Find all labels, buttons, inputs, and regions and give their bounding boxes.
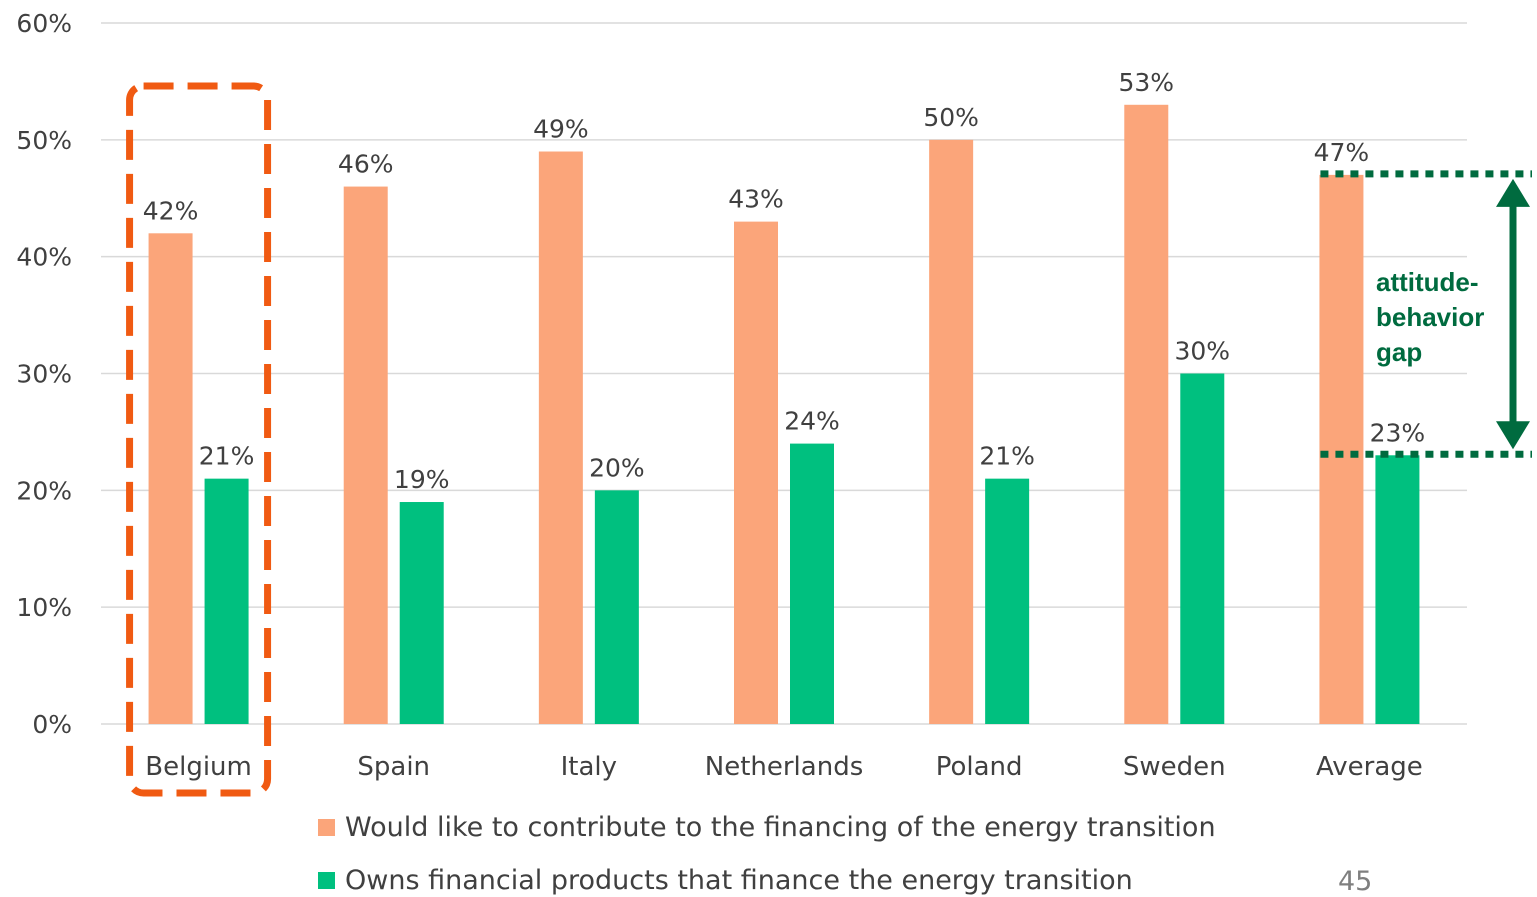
bar: [929, 139, 974, 725]
x-tick-label: Italy: [561, 752, 617, 782]
x-tick-label: Belgium: [145, 752, 252, 782]
data-label: 43%: [728, 185, 784, 214]
y-tick-label: 0%: [32, 710, 72, 739]
data-label: 42%: [143, 196, 199, 225]
data-label: 47%: [1314, 138, 1370, 167]
attitude-behavior-gap-annotation: attitude- behavior gap: [1320, 170, 1532, 458]
bar: [734, 221, 778, 724]
bar: [204, 478, 249, 724]
data-label: 21%: [979, 442, 1035, 471]
y-tick-label: 10%: [16, 593, 72, 622]
data-label: 21%: [199, 442, 255, 471]
bars: 42% 21% 46% 19% 49% 20% 43% 24% 50% 21% 53% 30% 47% 2…: [143, 68, 1426, 725]
y-tick-label: 40%: [16, 243, 72, 272]
x-axis-labels: Belgium Spain Italy Netherlands Poland Sweden…: [145, 752, 1423, 782]
legend-item-series-2: Owns financial products that finance the…: [318, 865, 1133, 896]
bar: [790, 443, 834, 724]
legend-item-series-1: Would like to contribute to the financin…: [318, 812, 1216, 843]
y-tick-label: 60%: [16, 9, 72, 38]
arrow-down-icon: [1496, 421, 1530, 450]
bar: [399, 502, 444, 724]
x-tick-label: Average: [1316, 752, 1423, 782]
data-label: 53%: [1118, 68, 1174, 97]
data-label: 23%: [1370, 418, 1426, 447]
data-label: 46%: [338, 150, 394, 179]
gap-label-line-1: attitude-: [1376, 267, 1479, 297]
x-tick-label: Sweden: [1123, 752, 1226, 782]
data-label: 30%: [1174, 337, 1230, 366]
data-label: 19%: [394, 465, 450, 494]
page-number: 45: [1338, 866, 1373, 897]
bar: [1124, 104, 1169, 725]
legend-swatch-series-2: [318, 872, 335, 889]
legend-label-series-2: Owns financial products that finance the…: [345, 865, 1133, 896]
x-tick-label: Poland: [936, 752, 1023, 782]
gridlines: [101, 22, 1467, 725]
arrow-up-icon: [1496, 178, 1530, 207]
bar: [985, 478, 1030, 724]
bar: [148, 233, 193, 725]
bar: [1319, 174, 1364, 725]
data-label: 20%: [589, 453, 645, 482]
belgium-highlight-box: [126, 82, 272, 797]
data-label: 24%: [784, 407, 840, 436]
bar: [538, 151, 583, 724]
y-tick-label: 50%: [16, 126, 72, 155]
y-tick-label: 20%: [16, 476, 72, 505]
gap-label-line-2: behavior: [1376, 302, 1484, 332]
y-tick-label: 30%: [16, 360, 72, 389]
x-tick-label: Netherlands: [705, 752, 864, 782]
legend-label-series-1: Would like to contribute to the financin…: [345, 812, 1216, 843]
data-label: 49%: [533, 115, 589, 144]
bar: [1180, 373, 1225, 724]
x-tick-label: Spain: [357, 752, 430, 782]
legend-swatch-series-1: [318, 819, 335, 836]
gap-label-line-3: gap: [1376, 337, 1422, 367]
bar: [343, 186, 388, 725]
bar: [1375, 455, 1420, 724]
y-axis-ticks: 0% 10% 20% 30% 40% 50% 60%: [16, 9, 72, 739]
data-label: 50%: [923, 103, 979, 132]
bar: [594, 490, 639, 724]
